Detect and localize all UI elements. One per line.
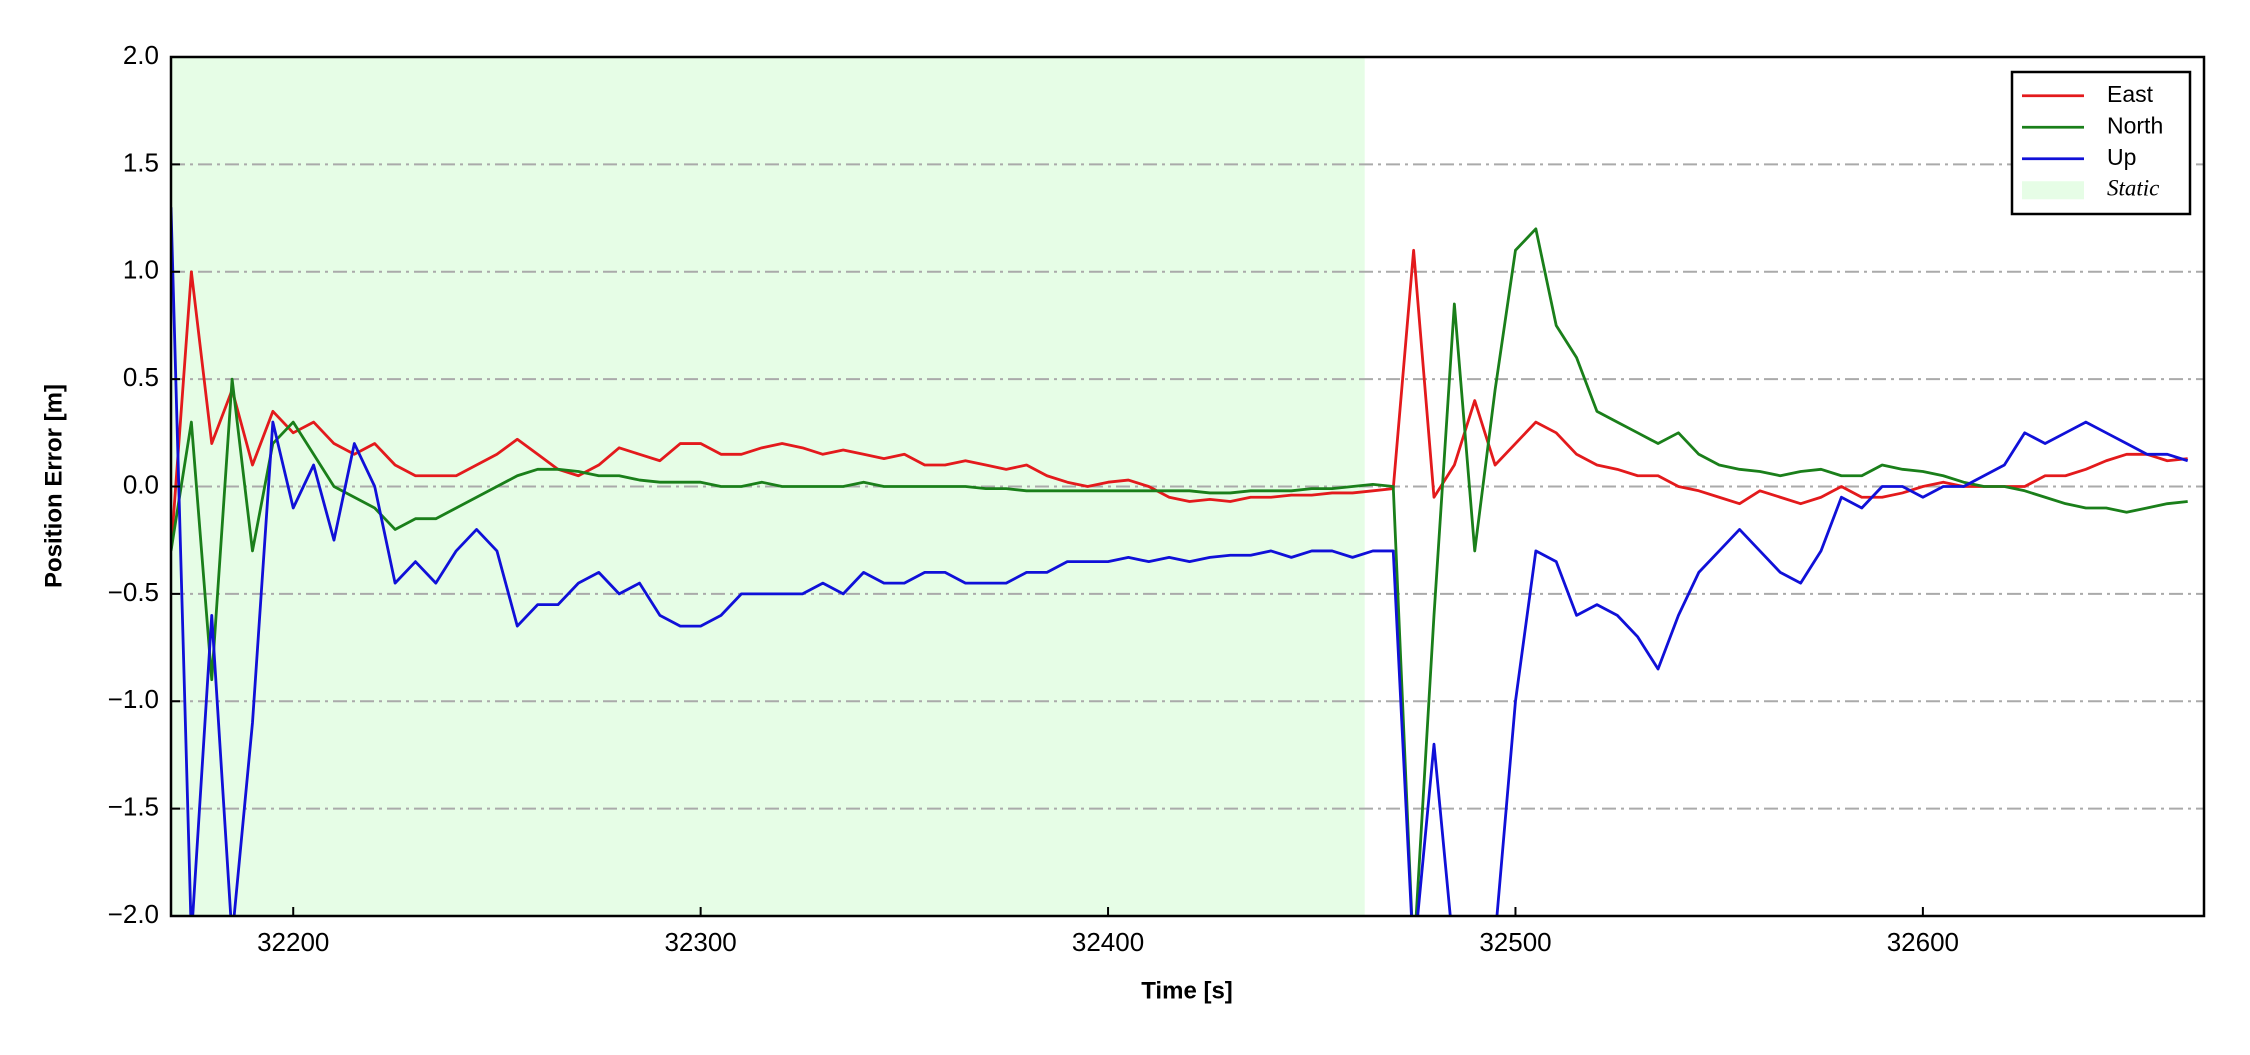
x-tick-label: 32500 <box>1479 927 1551 957</box>
y-tick-label: 0.5 <box>123 362 159 392</box>
y-tick-label: 1.5 <box>123 147 159 177</box>
tick-layer: −2.0 −1.5 −1.0 −0.5 0.0 0.5 1.0 1.5 2.0 32200 3230… <box>108 40 1959 957</box>
series-line <box>171 248 2188 552</box>
x-tick-label: 32600 <box>1887 927 1959 957</box>
x-axis-title: Time [s] <box>1141 977 1233 1004</box>
y-axis-title: Position Error [m] <box>40 384 67 588</box>
x-tick-label: 32200 <box>257 927 329 957</box>
y-tick-label: −0.5 <box>108 577 159 607</box>
y-tick-label: −2.0 <box>108 899 159 929</box>
legend: East North Up Static <box>2010 70 2192 216</box>
legend-label: North <box>2107 112 2163 138</box>
y-tick-label: 2.0 <box>123 40 159 70</box>
line-layer <box>171 207 2189 916</box>
legend-label: Static <box>2107 176 2159 201</box>
legend-label: East <box>2107 81 2154 107</box>
legend-swatch <box>2022 181 2084 200</box>
y-tick-label: −1.5 <box>108 792 159 822</box>
y-tick-label: 0.0 <box>123 469 159 499</box>
legend-label: Up <box>2107 144 2136 170</box>
y-tick-label: −1.0 <box>108 684 159 714</box>
series-line <box>171 227 2188 916</box>
x-tick-label: 32400 <box>1072 927 1144 957</box>
x-tick-label: 32300 <box>664 927 736 957</box>
y-tick-label: 1.0 <box>123 255 159 285</box>
series-line <box>171 207 2189 916</box>
